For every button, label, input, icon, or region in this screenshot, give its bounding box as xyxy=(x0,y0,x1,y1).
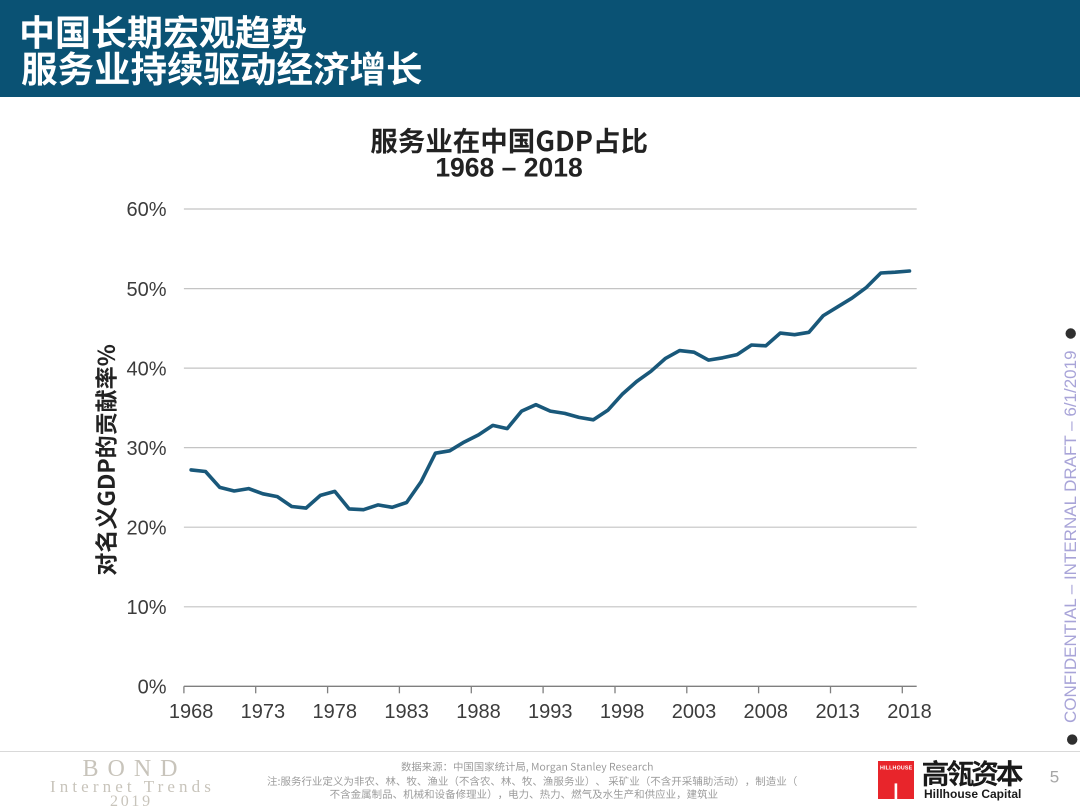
svg-text:2008: 2008 xyxy=(744,701,789,723)
svg-text:Hillhouse Capital: Hillhouse Capital xyxy=(924,787,1021,801)
svg-text:CONFIDENTIAL – INTERNAL DRAFT: CONFIDENTIAL – INTERNAL DRAFT – 6/1/2019 xyxy=(1061,350,1080,723)
svg-text:HILLHOUSE: HILLHOUSE xyxy=(880,766,913,772)
svg-text:2013: 2013 xyxy=(815,701,860,723)
svg-text:1968: 1968 xyxy=(169,701,214,723)
svg-text:1973: 1973 xyxy=(241,701,286,723)
svg-text:40%: 40% xyxy=(126,358,166,380)
svg-text:1978: 1978 xyxy=(313,701,358,723)
svg-text:1988: 1988 xyxy=(456,701,501,723)
svg-text:50%: 50% xyxy=(126,279,166,301)
svg-text:1993: 1993 xyxy=(528,701,573,723)
svg-text:2003: 2003 xyxy=(672,701,717,723)
svg-text:BOND: BOND xyxy=(83,756,187,782)
svg-text:20%: 20% xyxy=(126,517,166,539)
svg-text:1998: 1998 xyxy=(600,701,645,723)
svg-text:0%: 0% xyxy=(138,677,167,699)
svg-text:2019: 2019 xyxy=(110,793,153,809)
svg-text:10%: 10% xyxy=(126,597,166,619)
svg-text:2018: 2018 xyxy=(887,701,932,723)
svg-text:1968 – 2018: 1968 – 2018 xyxy=(435,153,582,183)
svg-text:1983: 1983 xyxy=(384,701,429,723)
svg-text:30%: 30% xyxy=(126,438,166,460)
svg-text:60%: 60% xyxy=(126,199,166,221)
svg-text:Internet Trends: Internet Trends xyxy=(50,777,215,796)
svg-text:5: 5 xyxy=(1050,767,1059,786)
